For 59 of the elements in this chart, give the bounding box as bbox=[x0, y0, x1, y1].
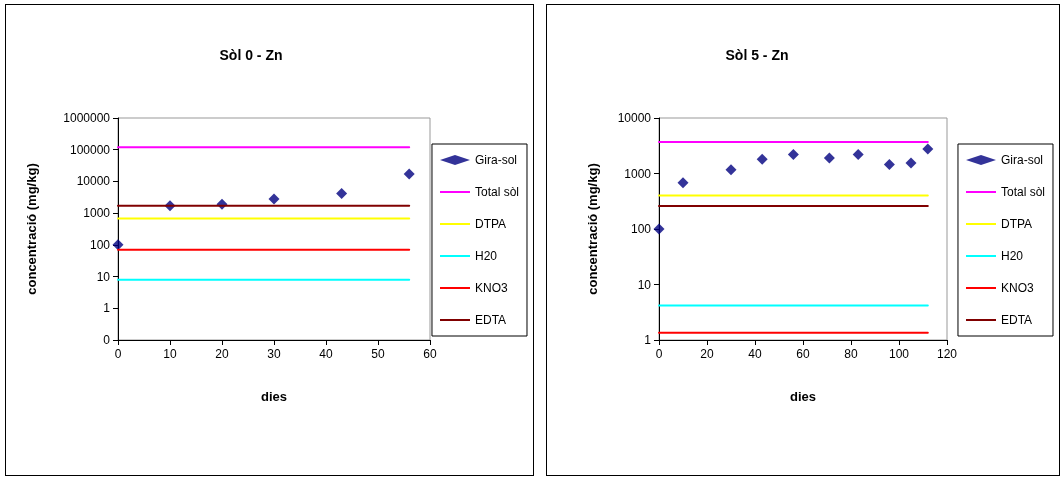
x-tick-label: 80 bbox=[844, 347, 858, 361]
x-tick-label: 40 bbox=[319, 347, 333, 361]
legend-label: EDTA bbox=[474, 313, 507, 327]
y-tick-label: 100 bbox=[630, 222, 652, 236]
x-tick-label: 100 bbox=[888, 347, 910, 361]
chart-title: Sòl 0 - Zn bbox=[219, 47, 283, 63]
y-tick-label: 10 bbox=[637, 277, 652, 292]
x-tick-label: 20 bbox=[700, 347, 714, 361]
x-axis-title: dies bbox=[260, 389, 288, 404]
legend-label: KNO3 bbox=[1000, 281, 1034, 295]
point bbox=[653, 223, 665, 235]
x-tick-label: 30 bbox=[267, 347, 281, 361]
point bbox=[112, 239, 124, 251]
legend-label: H20 bbox=[474, 249, 498, 263]
y-tick-label: 100 bbox=[89, 237, 111, 252]
point bbox=[905, 157, 917, 169]
y-tick-label: 100000 bbox=[69, 142, 111, 157]
x-tick-label: 50 bbox=[371, 347, 385, 361]
legend-label: Total sòl bbox=[474, 185, 520, 199]
y-tick-label: 1 bbox=[103, 301, 111, 316]
x-tick-label: 20 bbox=[215, 347, 229, 361]
y-axis-title: concentració (mg/kg) bbox=[585, 163, 600, 295]
legend-label: EDTA bbox=[1000, 313, 1033, 327]
legend-label: Total sòl bbox=[1000, 185, 1046, 199]
legend-label: Gira-sol bbox=[474, 153, 517, 167]
legend-label: DTPA bbox=[1000, 217, 1033, 231]
y-tick-label: 0 bbox=[103, 333, 111, 347]
y-tick-label: 1000 bbox=[624, 166, 652, 181]
y-tick-label: 1000 bbox=[83, 206, 111, 221]
point bbox=[787, 149, 799, 160]
y-tick-label: 10000 bbox=[76, 174, 111, 189]
point bbox=[336, 187, 348, 199]
x-tick-label: 0 bbox=[114, 347, 122, 361]
x-axis-title: dies bbox=[789, 389, 817, 404]
point bbox=[677, 177, 689, 189]
x-tick-label: 0 bbox=[655, 347, 663, 361]
y-tick-label: 1 bbox=[644, 333, 652, 347]
x-tick-label: 10 bbox=[163, 347, 177, 361]
legend-label: DTPA bbox=[474, 217, 507, 231]
point bbox=[403, 168, 415, 180]
x-tick-label: 40 bbox=[748, 347, 762, 361]
point bbox=[756, 153, 768, 165]
x-tick-label: 120 bbox=[936, 347, 958, 361]
y-tick-label: 1000000 bbox=[63, 111, 111, 125]
point bbox=[883, 159, 895, 171]
point bbox=[852, 149, 864, 160]
point bbox=[922, 143, 934, 155]
x-tick-label: 60 bbox=[423, 347, 437, 361]
x-tick-label: 60 bbox=[796, 347, 810, 361]
y-axis-title: concentració (mg/kg) bbox=[24, 163, 39, 295]
legend-label: H20 bbox=[1000, 249, 1024, 263]
point bbox=[823, 152, 835, 164]
legend-label: KNO3 bbox=[474, 281, 508, 295]
y-tick-label: 10 bbox=[96, 269, 111, 284]
point bbox=[725, 164, 737, 176]
chart-title: Sòl 5 - Zn bbox=[725, 47, 789, 63]
point bbox=[268, 193, 280, 205]
y-tick-label: 10000 bbox=[617, 111, 652, 125]
legend-label: Gira-sol bbox=[1000, 153, 1043, 167]
